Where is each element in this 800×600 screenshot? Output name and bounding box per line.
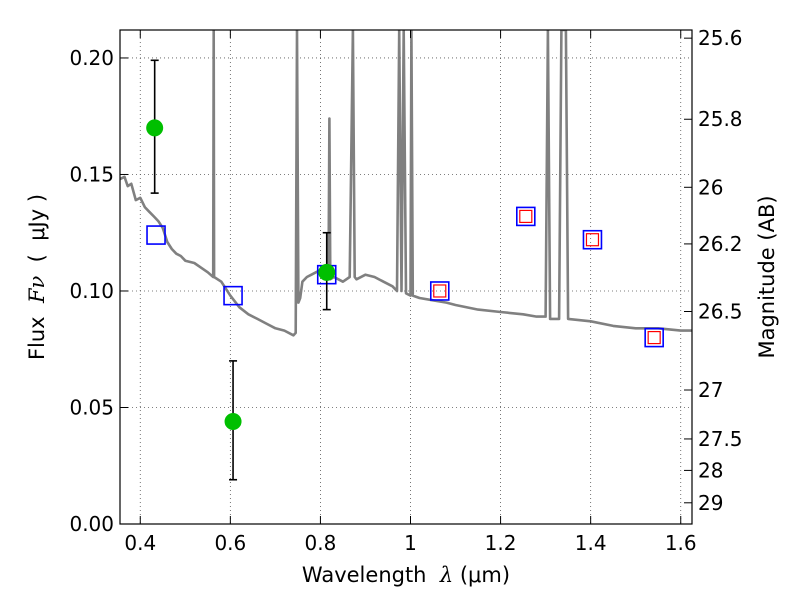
y2-axis-label: Magnitude (AB) — [755, 195, 779, 358]
y-tick-label: 0.00 — [69, 512, 114, 536]
model-box — [644, 327, 664, 348]
y-tick-label: 0.10 — [69, 279, 114, 303]
y2-tick-label: 26.2 — [698, 232, 743, 256]
observed-point — [318, 263, 336, 281]
model-layer — [120, 30, 692, 337]
y2-tick-label: 26 — [698, 175, 723, 199]
x-tick-label: 1.6 — [665, 531, 697, 555]
x-tick-label: 0.6 — [214, 531, 246, 555]
y2-tick-label: 28 — [698, 458, 723, 482]
tick-layer: 0.4 0.6 0.8 1 1.2 1.4 1.6 0.00 0.05 0.10 0.15 0.20 2… — [69, 26, 742, 555]
x-axis-label: Wavelength λ (μm) — [302, 563, 510, 587]
y2-tick-label: 29 — [698, 491, 723, 515]
x-tick-label: 1 — [404, 531, 417, 555]
model-box — [223, 285, 243, 306]
observed-point — [224, 412, 242, 430]
y2-tick-label: 25.6 — [698, 26, 743, 50]
model-box-inner — [585, 233, 600, 247]
x-tick-label: 1.4 — [575, 531, 607, 555]
model-box — [146, 225, 166, 245]
y-axis-label: Flux Fν ( μJy ) — [25, 194, 49, 360]
plot-frame — [119, 29, 693, 525]
model-box-inner — [647, 330, 661, 345]
model-box — [429, 281, 450, 301]
model-box — [582, 229, 603, 250]
model-box-inner — [433, 284, 447, 298]
y2-tick-label: 27 — [698, 378, 723, 402]
model-box-inner — [519, 209, 533, 224]
observed-point — [146, 119, 164, 137]
y2-tick-label: 27.5 — [698, 427, 743, 451]
y-tick-label: 0.20 — [69, 46, 114, 70]
y-tick-label: 0.05 — [69, 395, 114, 419]
y2-tick-label: 26.5 — [698, 299, 743, 323]
x-tick-label: 0.4 — [124, 531, 156, 555]
y-tick-label: 0.15 — [69, 162, 114, 186]
model-sed-line — [120, 30, 692, 337]
observed-layer — [146, 59, 336, 481]
y2-tick-label: 25.8 — [698, 107, 743, 131]
x-tick-label: 1.2 — [485, 531, 517, 555]
model-box — [516, 206, 536, 227]
x-tick-label: 0.8 — [305, 531, 337, 555]
